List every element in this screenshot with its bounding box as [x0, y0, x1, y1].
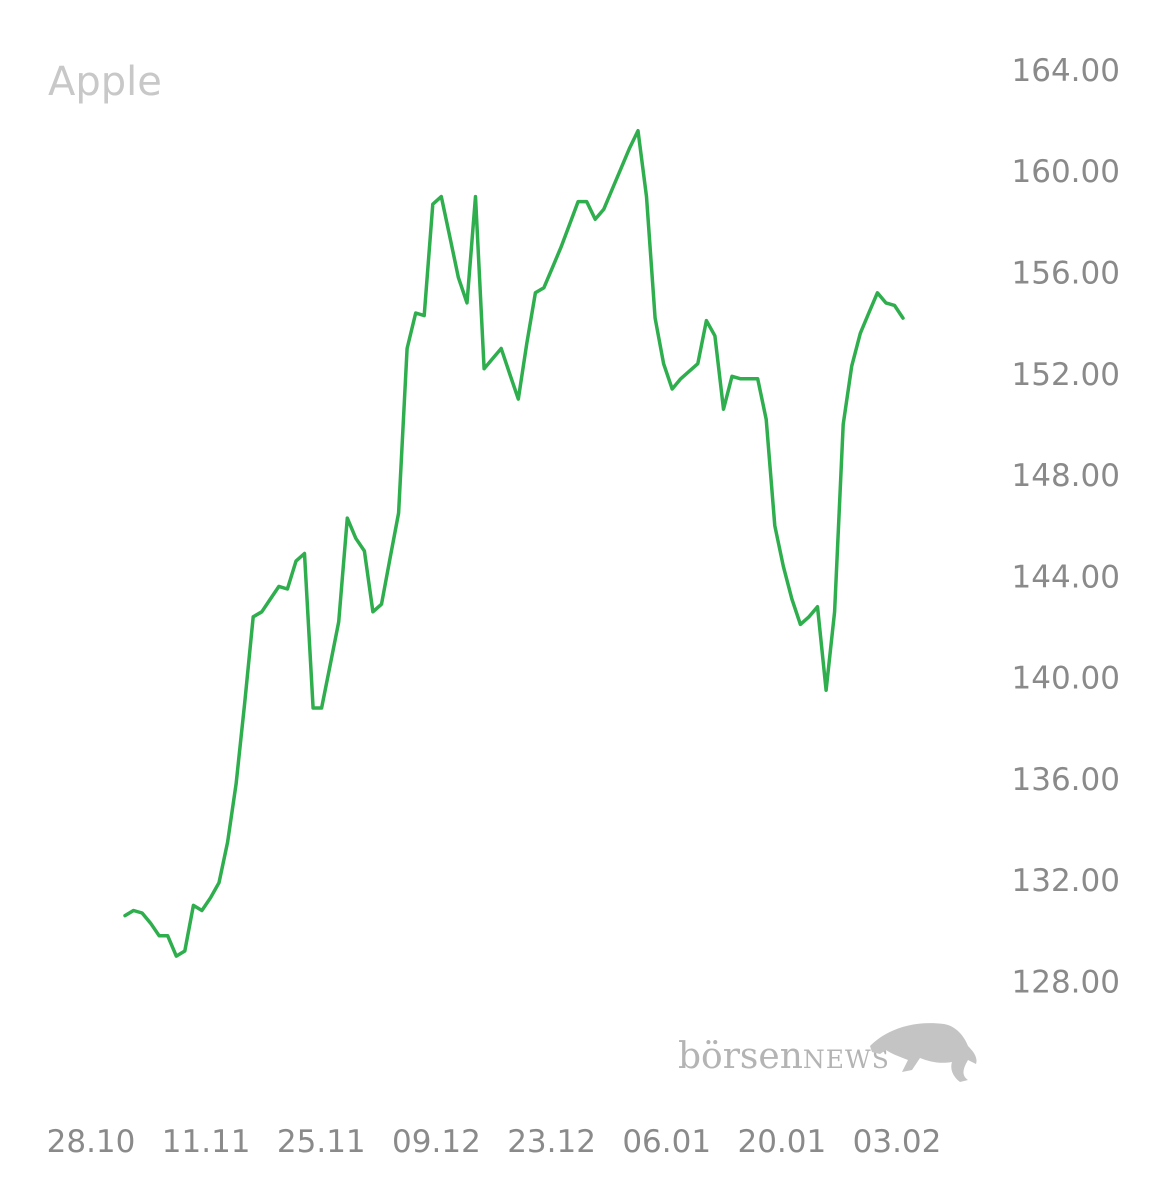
chart-title: Apple [48, 59, 162, 105]
y-tick-label: 164.00 [1012, 53, 1120, 89]
y-tick-label: 128.00 [1012, 964, 1120, 1000]
x-tick-label: 20.01 [737, 1124, 826, 1160]
y-tick-label: 148.00 [1012, 458, 1120, 494]
x-tick-label: 11.11 [162, 1124, 251, 1160]
y-tick-label: 136.00 [1012, 762, 1120, 798]
watermark-logo: börsenNEWS [678, 1023, 977, 1082]
svg-text:börsenNEWS: börsenNEWS [678, 1036, 890, 1077]
y-tick-label: 132.00 [1012, 863, 1120, 899]
y-tick-label: 152.00 [1012, 357, 1120, 393]
x-tick-label: 25.11 [277, 1124, 366, 1160]
price-line [123, 128, 905, 958]
x-axis: 28.10 11.11 25.11 09.12 23.12 06.01 20.01 03.02 [47, 1124, 942, 1160]
x-tick-label: 28.10 [47, 1124, 136, 1160]
x-tick-label: 09.12 [392, 1124, 481, 1160]
y-axis: 164.00 160.00 156.00 152.00 148.00 144.00 140.… [1012, 53, 1120, 1000]
y-tick-label: 144.00 [1012, 559, 1120, 595]
watermark-brand: börsen [678, 1036, 803, 1077]
x-tick-label: 03.02 [853, 1124, 942, 1160]
y-tick-label: 160.00 [1012, 154, 1120, 190]
bull-icon [870, 1023, 977, 1082]
y-tick-label: 156.00 [1012, 256, 1120, 292]
x-tick-label: 23.12 [507, 1124, 596, 1160]
y-tick-label: 140.00 [1012, 661, 1120, 697]
x-tick-label: 06.01 [622, 1124, 711, 1160]
